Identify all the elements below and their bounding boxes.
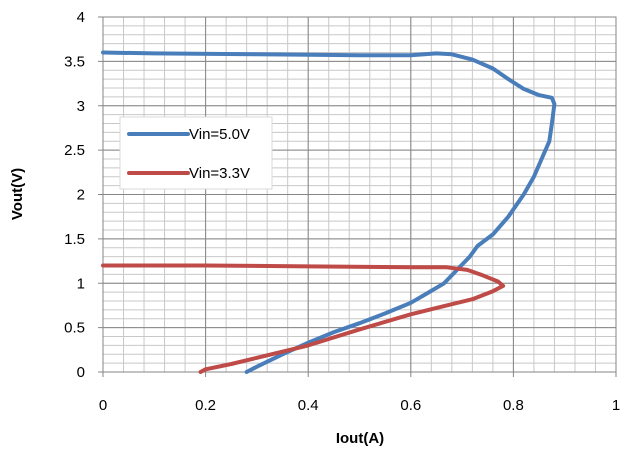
x-axis-tick-labels: 0 0.2 0.4 0.6 0.8 1	[99, 372, 620, 414]
y-tick-label: 1.5	[64, 231, 85, 248]
legend-label-vin-3-3v: Vin=3.3V	[189, 165, 250, 182]
y-tick-label: 3	[77, 98, 85, 115]
y-tick-label: 4	[77, 9, 85, 26]
y-tick-label: 1	[77, 275, 85, 292]
series-line-vin-3-3v	[101, 263, 506, 374]
legend-box	[119, 116, 273, 190]
x-tick-label: 1	[612, 397, 620, 414]
y-tick-label: 2.5	[64, 142, 85, 159]
x-tick-label: 0.4	[298, 397, 319, 414]
x-tick-label: 0.8	[503, 397, 524, 414]
series-layer	[101, 50, 557, 374]
y-axis-title: Vout(V)	[9, 168, 26, 220]
legend: Vin=5.0V Vin=3.3V	[119, 116, 273, 190]
y-axis-tick-labels: 0 0.5 1 1.5 2 2.5 3 3.5 4	[64, 9, 103, 381]
legend-label-vin-5v: Vin=5.0V	[189, 126, 250, 143]
x-tick-label: 0	[99, 397, 107, 414]
y-tick-label: 3.5	[64, 53, 85, 70]
y-tick-label: 0	[77, 364, 85, 381]
y-tick-label: 2	[77, 187, 85, 204]
x-tick-label: 0.6	[400, 397, 421, 414]
y-tick-label: 0.5	[64, 320, 85, 337]
series-line-vin-5v	[101, 50, 557, 374]
x-tick-label: 0.2	[195, 397, 216, 414]
x-axis-title: Iout(A)	[336, 430, 384, 447]
